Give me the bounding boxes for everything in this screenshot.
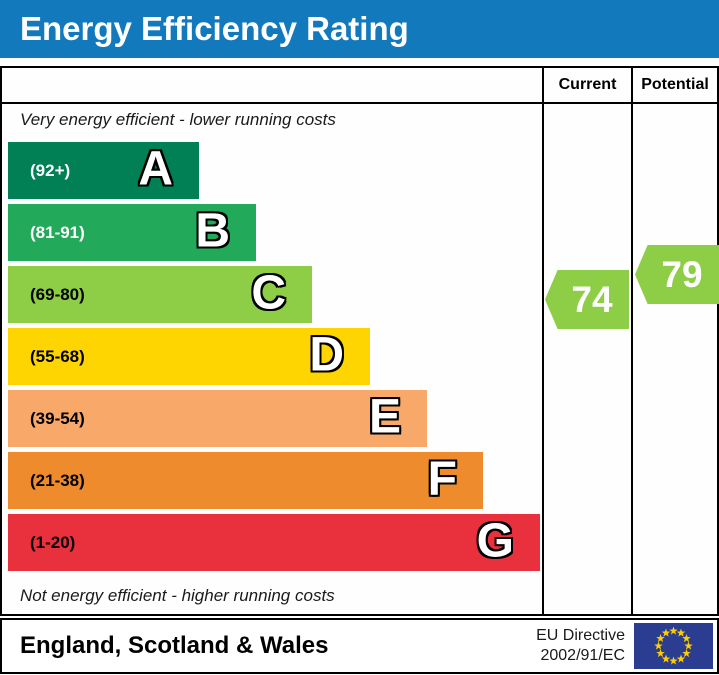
title-bar: Energy Efficiency Rating [0, 0, 719, 58]
current-rating-value: 74 [571, 278, 613, 320]
band-letter: B [194, 203, 231, 258]
bottom-caption: Not energy efficient - higher running co… [20, 586, 335, 605]
band-range-label: (39-54) [30, 408, 85, 428]
eu-directive-line1: EU Directive [536, 627, 625, 644]
page-title: Energy Efficiency Rating [20, 10, 409, 47]
band-letter: G [475, 513, 515, 569]
header-row-divider [2, 102, 717, 104]
band-range-label: (69-80) [30, 284, 85, 304]
eu-flag-icon [634, 623, 713, 669]
band-letter: C [250, 265, 287, 321]
band-row-C: (69-80) C [8, 265, 312, 323]
band-range-label: (1-20) [30, 532, 76, 552]
potential-rating-value: 79 [661, 253, 703, 295]
top-caption: Very energy efficient - lower running co… [20, 110, 336, 129]
band-row-D: (55-68) D [8, 327, 370, 385]
band-range-label: (92+) [30, 160, 71, 180]
potential-column-header: Potential [641, 76, 709, 93]
potential-column-divider [631, 68, 633, 614]
band-range-label: (81-91) [30, 222, 85, 242]
current-rating-arrow: 74 [545, 270, 629, 329]
potential-rating-arrow: 79 [635, 245, 719, 304]
band-row-F: (21-38) F [8, 451, 483, 509]
region-label: England, Scotland & Wales [20, 632, 329, 659]
band-row-G: (1-20) G [8, 513, 540, 571]
band-letter: F [426, 451, 458, 507]
current-column-divider [542, 68, 544, 614]
band-letter: E [368, 389, 403, 445]
rating-bands: (92+) A (81-91) B (69-80) C (55-68) D (39-54) E (2… [8, 141, 542, 576]
rating-table: Current Potential Very energy efficient … [0, 66, 719, 616]
eu-directive-label: EU Directive 2002/91/EC [536, 626, 625, 666]
band-row-E: (39-54) E [8, 389, 427, 447]
band-letter: A [137, 141, 174, 197]
current-column-header: Current [558, 76, 617, 93]
eu-directive-line2: 2002/91/EC [540, 647, 625, 664]
band-range-label: (55-68) [30, 346, 85, 366]
band-row-B: (81-91) B [8, 203, 256, 261]
band-letter: D [308, 327, 345, 383]
band-range-label: (21-38) [30, 470, 85, 490]
footer-bar: England, Scotland & Wales EU Directive 2… [0, 618, 719, 674]
band-row-A: (92+) A [8, 141, 199, 199]
